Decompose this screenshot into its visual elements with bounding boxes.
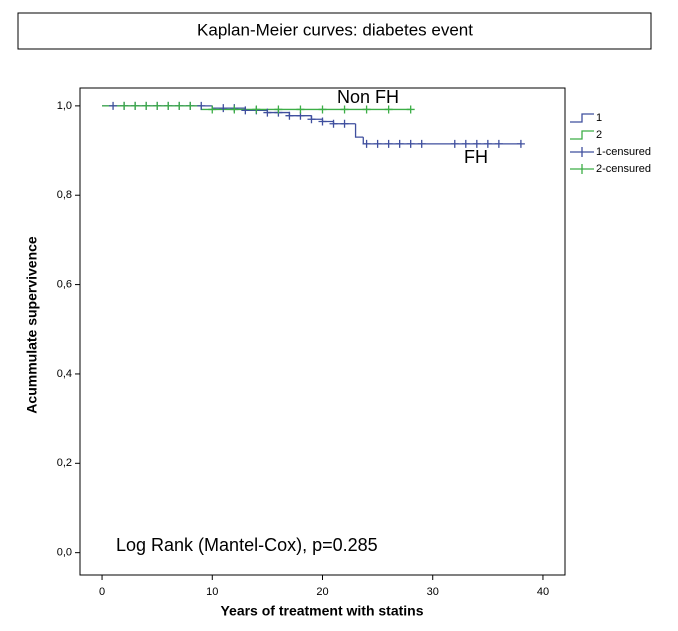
censor-mark <box>516 139 525 148</box>
x-tick-label: 20 <box>316 586 328 598</box>
censor-mark <box>318 117 327 126</box>
chart-title: Kaplan-Meier curves: diabetes event <box>197 20 473 39</box>
censor-mark <box>142 101 151 110</box>
legend-icon <box>570 147 594 157</box>
censor-mark <box>296 105 305 114</box>
censor-mark <box>318 105 327 114</box>
x-axis-label: Years of treatment with statins <box>220 603 423 619</box>
annotation: FH <box>464 147 488 167</box>
censor-mark <box>450 139 459 148</box>
censor-mark <box>417 139 426 148</box>
legend-label: 2-censured <box>596 163 651 175</box>
censor-mark <box>406 105 415 114</box>
censor-mark <box>252 105 261 114</box>
x-tick-label: 30 <box>427 586 439 598</box>
censor-mark <box>340 119 349 128</box>
plot-frame <box>79 87 566 576</box>
censor-mark <box>384 105 393 114</box>
censor-mark <box>395 139 404 148</box>
censor-mark <box>340 105 349 114</box>
censor-mark <box>329 119 338 128</box>
censor-mark <box>164 101 173 110</box>
y-tick-label: 0,6 <box>57 278 72 290</box>
annotation: Log Rank (Mantel-Cox), p=0.285 <box>116 535 378 555</box>
y-tick-label: 0,4 <box>57 368 72 380</box>
title-box <box>17 12 652 50</box>
legend-icon <box>570 164 594 174</box>
censor-mark <box>362 105 371 114</box>
x-tick-label: 0 <box>99 586 105 598</box>
censor-mark <box>483 139 492 148</box>
censor-mark <box>208 105 217 114</box>
censor-mark <box>175 101 184 110</box>
censor-mark <box>263 108 272 117</box>
step-segment <box>354 123 364 138</box>
censor-mark <box>274 105 283 114</box>
censor-mark <box>120 101 129 110</box>
annotation: Non FH <box>337 87 399 107</box>
censor-mark <box>472 139 481 148</box>
censor-mark <box>219 104 228 113</box>
censor-mark <box>461 139 470 148</box>
censor-mark <box>406 139 415 148</box>
censor-mark <box>241 106 250 115</box>
y-axis-label: Acummulate supervivence <box>24 236 40 414</box>
legend-label: 1 <box>596 112 602 124</box>
x-tick-label: 40 <box>537 586 549 598</box>
censor-mark <box>285 111 294 120</box>
step-segment <box>362 137 521 145</box>
y-tick-label: 0,8 <box>57 189 72 201</box>
y-tick-label: 1,0 <box>57 100 72 112</box>
censor-mark <box>362 139 371 148</box>
censor-mark <box>494 139 503 148</box>
legend-icon <box>570 130 594 140</box>
y-tick-label: 0,0 <box>57 547 72 559</box>
x-tick-label: 10 <box>206 586 218 598</box>
censor-mark <box>230 105 239 114</box>
legend-icon <box>570 113 594 123</box>
censor-mark <box>373 139 382 148</box>
legend-label: 2 <box>596 129 602 141</box>
legend-label: 1-censured <box>596 146 651 158</box>
censor-mark <box>197 101 206 110</box>
censor-mark <box>131 101 140 110</box>
censor-mark <box>186 101 195 110</box>
y-tick-label: 0,2 <box>57 457 72 469</box>
censor-mark <box>109 101 118 110</box>
censor-mark <box>384 139 393 148</box>
censor-mark <box>307 115 316 124</box>
step-segment <box>211 105 246 109</box>
censor-mark <box>153 101 162 110</box>
